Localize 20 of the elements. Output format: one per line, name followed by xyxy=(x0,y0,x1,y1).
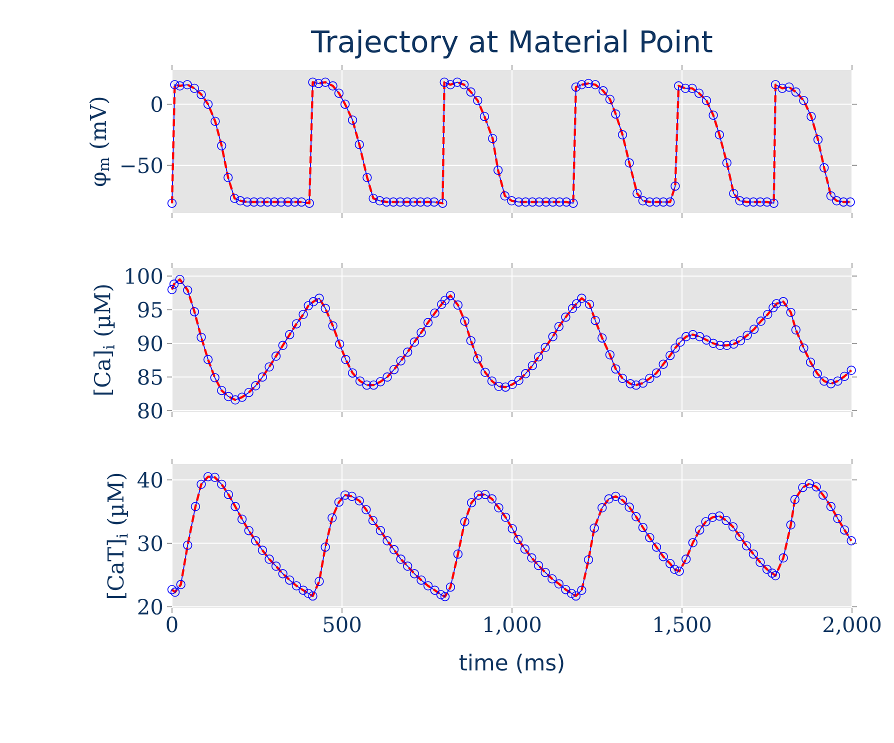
x-tick-label: 1,500 xyxy=(654,616,711,635)
y-tick-label: −50 xyxy=(122,157,162,174)
y-tick-label: 95 xyxy=(138,302,162,318)
y-tick-label: 40 xyxy=(138,472,162,488)
y-tick-label: 90 xyxy=(138,335,162,352)
x-tick-label: 2,000 xyxy=(823,616,881,635)
y-tick-label: 85 xyxy=(138,369,162,385)
y-axis-title: [Ca]$_{i}$ (µM) xyxy=(94,285,115,395)
y-tick-label: 0 xyxy=(152,96,162,112)
y-tick-label: 80 xyxy=(138,402,162,419)
y-axis-title: φ$_{m}$ (mV) xyxy=(89,98,110,186)
x-axis-title: time (ms) xyxy=(459,654,564,674)
x-tick-label: 0 xyxy=(166,616,178,632)
y-tick-label: 100 xyxy=(126,268,162,284)
y-tick-label: 20 xyxy=(138,598,162,615)
x-tick-label: 1,000 xyxy=(484,616,541,635)
y-axis-title: [CaT]$_{i}$ (µM) xyxy=(106,474,128,598)
y-tick-label: 30 xyxy=(138,535,162,552)
x-tick-label: 500 xyxy=(324,616,361,632)
chart-title: Trajectory at Material Point xyxy=(311,30,712,59)
